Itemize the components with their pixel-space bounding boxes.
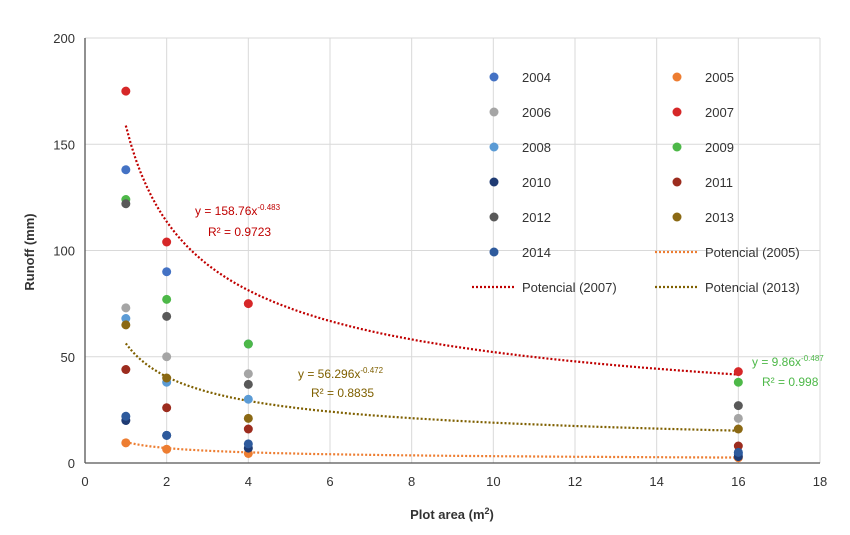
- trendline-potencial-2005: [125, 440, 739, 459]
- equation-2005: y = 9.86x-0.487: [752, 354, 824, 369]
- legend-label-potencial-2013: Potencial (2013): [705, 280, 800, 295]
- point-2006-x16: [733, 413, 743, 423]
- legend-label-2004: 2004: [522, 70, 551, 85]
- point-2012-x1: [121, 199, 131, 209]
- trendline-potencial-2007: [124, 125, 739, 376]
- legend-marker-2013: [672, 212, 682, 222]
- x-tick-label-8: 8: [408, 474, 415, 489]
- equation-2007: y = 158.76x-0.483: [195, 203, 281, 218]
- point-2006-x4: [243, 369, 253, 379]
- legend-label-2005: 2005: [705, 70, 734, 85]
- x-tick-label-16: 16: [731, 474, 745, 489]
- point-2004-x1: [121, 165, 131, 175]
- point-2014-x2: [162, 430, 172, 440]
- legend-label-2012: 2012: [522, 210, 551, 225]
- legend-marker-2004: [489, 72, 499, 82]
- y-axis-title: Runoff (mm): [22, 213, 37, 290]
- x-tick-label-6: 6: [326, 474, 333, 489]
- point-2011-x2: [162, 403, 172, 413]
- y-tick-label-50: 50: [61, 350, 75, 365]
- legend-label-2011: 2011: [705, 175, 733, 190]
- point-2014-x16: [733, 447, 743, 457]
- point-2011-x1: [121, 365, 131, 374]
- point-2009-x4: [243, 339, 253, 349]
- point-2012-x16: [733, 401, 743, 411]
- y-tick-label-0: 0: [68, 456, 75, 471]
- legend-label-potencial-2005: Potencial (2005): [705, 245, 800, 260]
- point-2013-x16: [733, 424, 743, 434]
- point-2011-x4: [243, 424, 253, 434]
- trendlines: [124, 125, 739, 459]
- point-2009-x16: [733, 377, 743, 387]
- point-2013-x4: [243, 413, 253, 423]
- axes: [84, 38, 820, 464]
- legend-marker-2008: [489, 142, 499, 152]
- point-2006-x1: [121, 303, 131, 313]
- x-tick-label-2: 2: [163, 474, 170, 489]
- point-2004-x2: [162, 267, 172, 277]
- x-tick-label-0: 0: [81, 474, 88, 489]
- y-tick-label-100: 100: [53, 244, 75, 259]
- legend-marker-2006: [489, 107, 499, 117]
- equation-2013: y = 56.296x-0.472: [298, 366, 384, 381]
- legend-marker-2012: [489, 212, 499, 222]
- point-2008-x1: [121, 314, 131, 323]
- trendline-equations: y = 158.76x-0.483 R² = 0.9723 y = 56.296…: [195, 203, 824, 400]
- point-2013-x1: [121, 320, 131, 330]
- legend-marker-2010: [489, 177, 499, 187]
- r2-2005: R² = 0.998: [762, 375, 819, 389]
- point-2007-x16: [733, 367, 743, 377]
- x-tick-label-12: 12: [568, 474, 582, 489]
- point-2005-x2: [162, 444, 172, 454]
- legend-label-2013: 2013: [705, 210, 734, 225]
- legend-label-2007: 2007: [705, 105, 734, 120]
- legend-marker-2005: [672, 72, 682, 82]
- x-tick-label-14: 14: [649, 474, 663, 489]
- y-tick-label-200: 200: [53, 31, 75, 46]
- r2-2007: R² = 0.9723: [208, 225, 271, 239]
- point-2013-x2: [162, 373, 172, 383]
- legend: 2004 2005 2006 2007 2008 2009 2010 2011 2012 2013…: [472, 70, 800, 295]
- x-tick-label-10: 10: [486, 474, 500, 489]
- legend-marker-2011: [672, 177, 682, 187]
- point-2012-x2: [162, 311, 172, 321]
- trendline-potencial-2013: [124, 342, 739, 432]
- x-axis-title: Plot area (m2): [410, 506, 494, 522]
- point-2008-x4: [243, 394, 253, 404]
- point-2006-x2: [162, 352, 172, 362]
- point-2007-x2: [162, 237, 172, 247]
- point-2014-x4: [243, 439, 253, 449]
- x-tick-label-18: 18: [813, 474, 827, 489]
- data-points: [121, 86, 743, 463]
- legend-label-2010: 2010: [522, 175, 551, 190]
- point-2011-x16: [733, 441, 743, 451]
- legend-marker-2014: [489, 247, 499, 257]
- y-tick-label-150: 150: [53, 137, 75, 152]
- legend-label-potencial-2007: Potencial (2007): [522, 280, 617, 295]
- legend-marker-2009: [672, 142, 682, 152]
- point-2012-x4: [243, 379, 253, 389]
- point-2007-x1: [121, 86, 131, 96]
- point-2014-x1: [121, 411, 131, 421]
- legend-marker-2007: [672, 107, 682, 117]
- point-2009-x2: [162, 294, 172, 304]
- legend-label-2006: 2006: [522, 105, 551, 120]
- legend-label-2014: 2014: [522, 245, 551, 260]
- point-2007-x4: [243, 299, 253, 309]
- tick-labels: 0 2 4 6 8 10 12 14 16 18 0 50 100 150 200: [53, 31, 827, 489]
- legend-label-2009: 2009: [705, 140, 734, 155]
- point-2005-x1: [121, 438, 131, 448]
- legend-label-2008: 2008: [522, 140, 551, 155]
- x-tick-label-4: 4: [245, 474, 252, 489]
- r2-2013: R² = 0.8835: [311, 386, 374, 400]
